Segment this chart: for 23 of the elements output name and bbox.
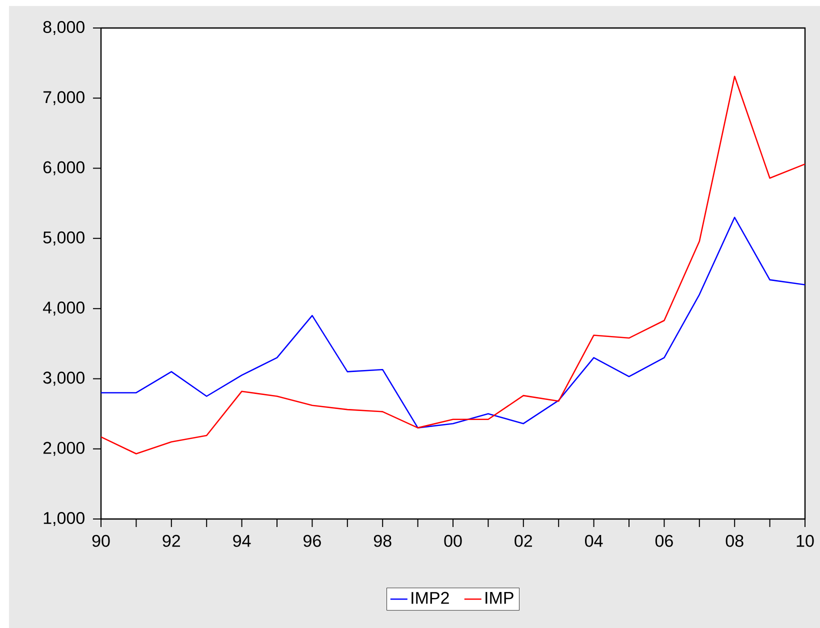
x-tick-label: 00 (444, 534, 462, 547)
x-tick-label: 06 (655, 534, 673, 547)
x-tick-label: 96 (304, 534, 321, 547)
line-series (101, 216, 806, 428)
x-tick-label: 92 (162, 534, 180, 547)
y-tick-label: 2,000 (43, 442, 84, 456)
x-tick-label: 08 (726, 534, 744, 547)
x-tick-label: 04 (585, 534, 603, 547)
x-tick-label: 90 (92, 534, 110, 547)
legend-label: IMP2 (412, 592, 449, 604)
x-tick-label: 02 (514, 534, 532, 547)
y-tick-label: 1,000 (44, 512, 84, 526)
x-tick-label: 94 (233, 534, 251, 547)
y-tick-label: 4,000 (42, 302, 84, 316)
y-tick-label: 7,000 (43, 91, 84, 106)
legend-label: IMP (486, 592, 514, 604)
y-tick-label: 3,000 (43, 372, 84, 386)
y-tick-label: 8,000 (43, 20, 84, 36)
x-tick-label: 10 (796, 534, 814, 547)
y-tick-label: 6,000 (43, 161, 84, 176)
y-tick-label: 5,000 (43, 231, 84, 246)
x-tick-label: 98 (374, 534, 392, 547)
line-series (101, 76, 806, 454)
